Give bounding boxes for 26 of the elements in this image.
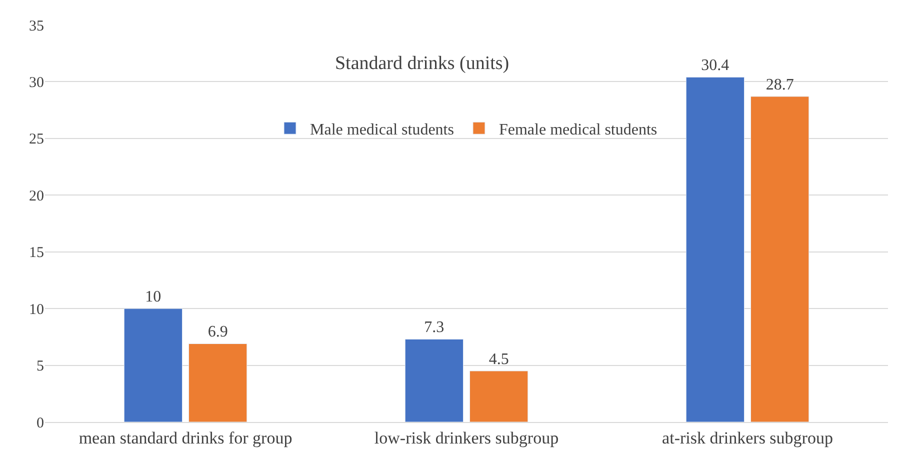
bar — [404, 338, 464, 422]
y-tick-label: 35 — [29, 18, 44, 34]
y-tick-label: 30 — [29, 74, 44, 91]
bar — [124, 308, 183, 422]
text: Standard drinks (units) — [334, 53, 510, 74]
bar — [750, 96, 810, 422]
y-tick-label: 15 — [29, 245, 44, 262]
data-label: 4.5 — [488, 350, 509, 368]
legend-label: Female medical students — [498, 121, 658, 138]
data-label: 30.4 — [701, 57, 730, 74]
legend-label: Male medical students — [310, 121, 454, 138]
x-tick-label: low-risk drinkers subgroup — [374, 428, 559, 448]
bar — [686, 76, 745, 422]
y-tick-label: 20 — [29, 188, 44, 204]
data-label: 7.3 — [424, 319, 444, 336]
bar — [188, 343, 248, 422]
y-tick-label: 10 — [29, 302, 44, 318]
y-tick-label: 25 — [29, 132, 44, 148]
data-label: 28.7 — [766, 76, 794, 94]
data-label: 6.9 — [208, 324, 228, 341]
y-tick-label: 0 — [36, 415, 44, 432]
data-label: 10 — [145, 288, 162, 306]
bar — [469, 370, 528, 422]
x-tick-label: at-risk drinkers subgroup — [662, 428, 833, 448]
x-tick-label: mean standard drinks for group — [78, 428, 292, 448]
y-tick-label: 5 — [36, 358, 44, 375]
